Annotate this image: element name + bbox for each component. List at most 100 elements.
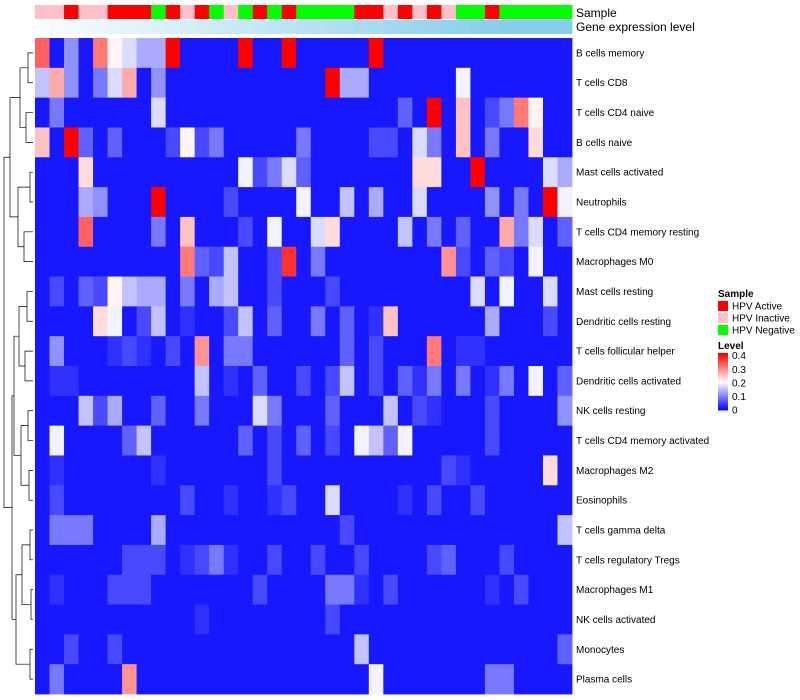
- heatmap-cell: [281, 664, 297, 695]
- heatmap-cell: [238, 485, 254, 516]
- legend-gradient-step: [718, 390, 728, 392]
- heatmap-cell: [310, 664, 326, 695]
- heatmap-cell: [296, 38, 312, 69]
- heatmap-cell: [180, 515, 196, 546]
- heatmap-cell: [194, 425, 210, 456]
- heatmap-cell: [542, 97, 558, 128]
- heatmap-cell: [426, 544, 442, 576]
- heatmap-cell: [49, 425, 65, 456]
- heatmap-cell: [557, 455, 573, 486]
- heatmap-cell: [209, 246, 225, 277]
- heatmap-cell: [383, 544, 399, 576]
- heatmap-cell: [397, 455, 413, 486]
- expression-annotation-cell: [412, 20, 428, 34]
- sample-annotation-cell: [397, 5, 413, 19]
- heatmap-cell: [151, 336, 167, 367]
- heatmap-cell: [180, 38, 196, 69]
- heatmap-cell: [441, 634, 457, 665]
- heatmap-cell: [441, 276, 457, 307]
- heatmap-cell: [426, 127, 442, 158]
- heatmap-cell: [122, 216, 137, 248]
- heatmap-cell: [165, 306, 181, 337]
- heatmap-cell: [470, 455, 486, 486]
- heatmap-cell: [136, 604, 152, 635]
- expression-annotation-cell: [470, 20, 486, 34]
- legend-gradient-step: [718, 388, 728, 391]
- legend-tick-label: 0.2: [732, 378, 746, 389]
- heatmap-cell: [368, 38, 384, 69]
- heatmap-cell: [499, 425, 515, 456]
- heatmap-cell: [455, 306, 471, 337]
- expression-annotation-cell: [325, 20, 341, 34]
- heatmap-cell: [122, 366, 137, 397]
- heatmap-cell: [35, 366, 50, 397]
- heatmap-cell: [325, 664, 341, 695]
- heatmap-cell: [238, 634, 254, 665]
- heatmap-cell: [412, 664, 428, 695]
- legend-gradient-step: [718, 387, 728, 390]
- heatmap-cell: [194, 38, 210, 69]
- heatmap-cell: [136, 455, 152, 486]
- heatmap-cell: [296, 485, 312, 516]
- expression-annotation-cell: [122, 20, 137, 34]
- heatmap-cell: [281, 515, 297, 546]
- heatmap-cell: [267, 634, 283, 665]
- heatmap-cell: [397, 574, 413, 605]
- heatmap-cell: [513, 425, 529, 456]
- heatmap-cell: [397, 38, 413, 69]
- heatmap-cell: [310, 395, 326, 427]
- heatmap-cell: [136, 366, 152, 397]
- sample-annotation-cell: [223, 5, 239, 19]
- heatmap-cell: [252, 574, 268, 605]
- heatmap-cell: [354, 455, 370, 486]
- heatmap-cell: [513, 38, 529, 69]
- heatmap-cell: [484, 604, 500, 635]
- row-label: Macrophages M2: [576, 466, 654, 477]
- heatmap-cell: [180, 425, 196, 456]
- sample-annotation-cell: [267, 5, 283, 19]
- heatmap-cell: [180, 604, 196, 635]
- heatmap-cell: [194, 187, 210, 218]
- heatmap-cell: [484, 574, 500, 605]
- sample-annotation-cell: [383, 5, 399, 19]
- heatmap-cell: [325, 246, 341, 277]
- legend-title-sample: Sample: [718, 289, 754, 300]
- legend-gradient-step: [718, 364, 728, 367]
- heatmap-cell: [397, 157, 413, 188]
- heatmap-cell: [368, 455, 384, 486]
- heatmap-cells: [35, 38, 573, 695]
- heatmap-cell: [455, 276, 471, 307]
- heatmap-cell: [238, 67, 254, 99]
- dendrogram-branch: [29, 529, 33, 561]
- heatmap-cell: [194, 485, 210, 516]
- heatmap-cell: [542, 157, 558, 188]
- heatmap-cell: [209, 336, 225, 367]
- heatmap-cell: [223, 485, 239, 516]
- heatmap-cell: [122, 515, 137, 546]
- heatmap-cell: [64, 574, 79, 605]
- heatmap-cell: [165, 425, 181, 456]
- heatmap-cell: [107, 187, 123, 218]
- heatmap-cell: [412, 246, 428, 277]
- heatmap-cell: [557, 395, 573, 427]
- heatmap-cell: [194, 395, 210, 427]
- heatmap-cell: [93, 574, 108, 605]
- heatmap-cell: [310, 366, 326, 397]
- expression-annotation-cell: [209, 20, 225, 34]
- heatmap-cell: [281, 97, 297, 128]
- legend-gradient-step: [718, 367, 728, 370]
- heatmap-cell: [542, 544, 558, 576]
- heatmap-cell: [383, 306, 399, 337]
- heatmap-cell: [122, 67, 137, 99]
- heatmap-cell: [325, 38, 341, 69]
- heatmap-cell: [93, 515, 108, 546]
- legend-tick-label: 0.4: [732, 351, 746, 362]
- heatmap-cell: [455, 97, 471, 128]
- heatmap-cell: [542, 664, 558, 695]
- heatmap-cell: [151, 515, 167, 546]
- heatmap-cell: [513, 276, 529, 307]
- sample-annotation-cell: [310, 5, 326, 19]
- heatmap-cell: [310, 515, 326, 546]
- heatmap-cell: [542, 187, 558, 218]
- heatmap-cell: [455, 67, 471, 99]
